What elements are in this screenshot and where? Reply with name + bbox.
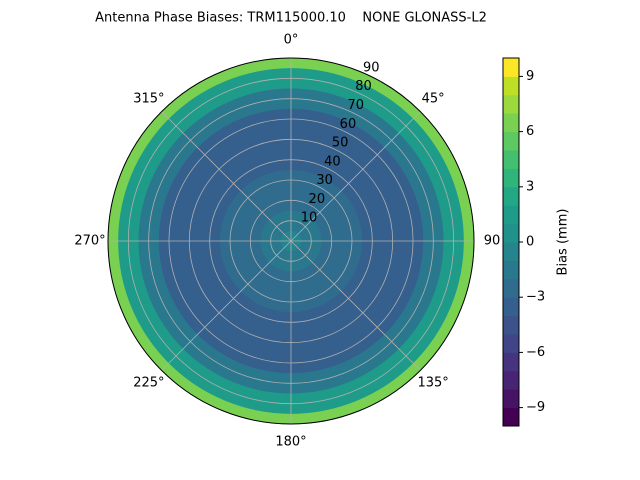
colorbar-band (503, 315, 519, 335)
colorbar-label: Bias (mm) (556, 209, 571, 276)
colorbar-band (503, 58, 519, 77)
colorbar-tick-label: −3 (526, 290, 545, 305)
colorbar-band (503, 113, 519, 133)
theta-tick-label: 180° (275, 435, 306, 450)
chart-title: Antenna Phase Biases: TRM115000.10 NONE … (95, 11, 487, 26)
colorbar-tick-label: −6 (526, 345, 545, 360)
grid-spoke (290, 111, 421, 242)
r-tick-label: 60 (340, 117, 357, 132)
colorbar-band (503, 334, 519, 353)
colorbar-band (503, 186, 519, 206)
colorbar-band (503, 370, 519, 390)
colorbar-band (503, 131, 519, 151)
r-tick-label: 40 (324, 154, 341, 169)
colorbar-band (503, 278, 519, 298)
theta-tick-label: 315° (133, 91, 164, 106)
theta-tick-label: 270° (74, 234, 105, 249)
colorbar-band (503, 260, 519, 280)
colorbar-band (503, 76, 519, 96)
polar-frame (107, 57, 475, 425)
colorbar-band (503, 242, 519, 261)
theta-tick-label: 225° (133, 376, 164, 391)
colorbar-band (503, 352, 519, 372)
r-tick-label: 30 (316, 173, 333, 188)
colorbar-band (503, 297, 519, 317)
theta-tick-label: 90 (484, 234, 501, 249)
colorbar-tick-label: 3 (526, 179, 534, 194)
theta-tick-label: 0° (284, 33, 299, 48)
colorbar-band (503, 389, 519, 409)
r-tick-label: 20 (309, 192, 326, 207)
grid-spoke (161, 111, 292, 242)
colorbar-band (503, 150, 519, 169)
colorbar-band (503, 168, 519, 188)
colorbar-band (503, 407, 519, 427)
theta-tick-label: 135° (417, 376, 448, 391)
r-tick-label: 90 (363, 60, 380, 75)
colorbar-tick-label: 9 (526, 69, 534, 84)
r-tick-label: 50 (332, 136, 349, 151)
colorbar-tick-label: 0 (526, 235, 534, 250)
colorbar-tick-label: 6 (526, 124, 534, 139)
grid-spoke (290, 240, 421, 371)
colorbar-band (503, 94, 519, 114)
colorbar-band (503, 223, 519, 243)
colorbar-band (503, 205, 519, 225)
r-tick-label: 10 (301, 211, 318, 226)
colorbar-tick-label: −9 (526, 400, 545, 415)
r-tick-label: 70 (347, 98, 364, 113)
theta-tick-label: 45° (422, 91, 445, 106)
r-tick-label: 80 (355, 79, 372, 94)
grid-spoke (161, 240, 292, 371)
